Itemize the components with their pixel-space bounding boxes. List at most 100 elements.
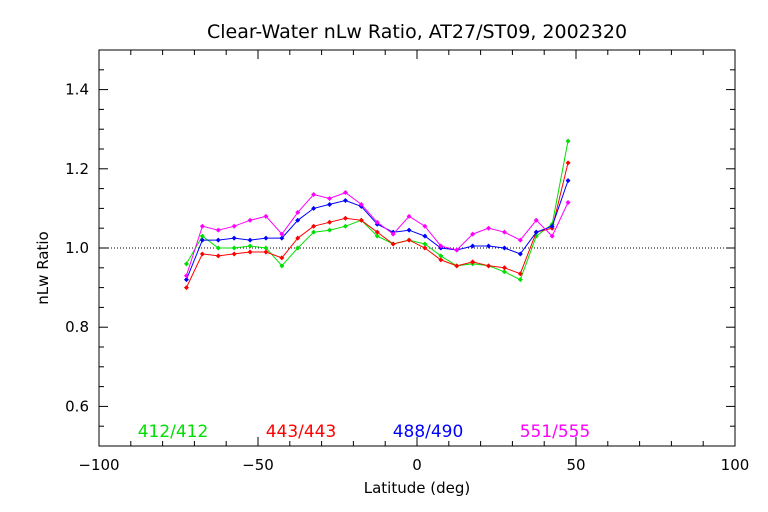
data-point <box>390 231 396 237</box>
data-point <box>215 253 221 259</box>
data-point <box>311 205 317 211</box>
data-point <box>295 217 301 223</box>
data-point <box>199 237 205 243</box>
data-point <box>406 237 412 243</box>
data-point <box>470 243 476 249</box>
data-point <box>422 223 428 229</box>
data-point <box>486 243 492 249</box>
data-point <box>374 219 380 225</box>
data-point <box>501 229 507 235</box>
data-point <box>501 265 507 271</box>
data-point <box>263 249 269 255</box>
data-point <box>279 263 285 269</box>
legend-entry: 488/490 <box>393 422 464 442</box>
data-point <box>199 233 205 239</box>
data-point <box>247 237 253 243</box>
x-tick-label: −100 <box>78 456 119 474</box>
data-point <box>231 245 237 251</box>
data-point <box>374 233 380 239</box>
data-point <box>247 243 253 249</box>
data-point <box>549 233 555 239</box>
y-tick-label: 0.8 <box>65 318 89 336</box>
data-point <box>565 178 571 184</box>
data-point <box>438 257 444 263</box>
data-point <box>215 237 221 243</box>
data-point <box>517 271 523 277</box>
data-point <box>342 197 348 203</box>
data-point <box>295 235 301 241</box>
data-point <box>183 273 189 279</box>
data-point <box>263 235 269 241</box>
y-axis-label: nLw Ratio <box>34 231 52 304</box>
data-point <box>342 190 348 196</box>
data-point <box>311 192 317 198</box>
data-point <box>247 249 253 255</box>
data-point <box>406 227 412 233</box>
data-point <box>295 245 301 251</box>
data-point <box>247 217 253 223</box>
y-tick-label: 1.2 <box>65 160 89 178</box>
x-tick-label: 0 <box>412 456 422 474</box>
data-point <box>454 247 460 253</box>
data-point <box>279 231 285 237</box>
y-tick-label: 1.0 <box>65 239 89 257</box>
data-point <box>406 213 412 219</box>
data-point <box>183 277 189 283</box>
legend: 412/412 443/443 488/490 551/555 <box>138 422 591 442</box>
data-point <box>183 261 189 267</box>
data-point <box>470 259 476 265</box>
y-tick-label: 1.4 <box>65 81 89 99</box>
data-point <box>565 199 571 205</box>
data-point <box>517 277 523 283</box>
data-point <box>358 217 364 223</box>
data-point <box>533 229 539 235</box>
data-point <box>199 251 205 257</box>
data-point <box>342 223 348 229</box>
series-551/555 <box>183 190 571 279</box>
data-point <box>517 251 523 257</box>
data-point <box>486 263 492 269</box>
data-point <box>327 196 333 201</box>
data-point <box>533 217 539 223</box>
data-point <box>422 241 428 247</box>
series-layer <box>183 138 571 291</box>
data-point <box>454 263 460 269</box>
data-point <box>263 245 269 251</box>
data-point <box>342 215 348 221</box>
data-point <box>438 243 444 249</box>
series-412/412 <box>183 138 571 283</box>
axis-ticks: −100 −50 0 50 100 0.6 0.8 1.0 1.2 1.4 <box>65 49 750 474</box>
data-point <box>565 160 571 166</box>
data-point <box>327 201 333 207</box>
x-tick-label: 100 <box>721 456 750 474</box>
data-point <box>501 269 507 275</box>
data-point <box>470 231 476 237</box>
data-point <box>199 223 205 229</box>
x-axis-label: Latitude (deg) <box>364 479 470 497</box>
data-point <box>486 225 492 231</box>
data-point <box>327 219 333 225</box>
data-point <box>358 201 364 207</box>
chart-title: Clear-Water nLw Ratio, AT27/ST09, 200232… <box>207 21 627 43</box>
data-point <box>231 223 237 229</box>
data-point <box>215 227 221 233</box>
x-tick-label: 50 <box>566 456 585 474</box>
data-point <box>215 245 221 251</box>
data-point <box>295 209 301 215</box>
data-point <box>279 255 285 261</box>
data-point <box>390 241 396 247</box>
data-point <box>231 251 237 257</box>
series-line <box>185 141 569 281</box>
data-point <box>279 235 285 241</box>
x-tick-label: −50 <box>242 456 274 474</box>
series-443/443 <box>183 160 571 291</box>
data-point <box>438 253 444 259</box>
data-point <box>311 229 317 235</box>
legend-entry: 412/412 <box>138 422 209 442</box>
data-point <box>422 233 428 239</box>
data-point <box>374 229 380 235</box>
data-point <box>501 245 507 251</box>
data-point <box>183 285 189 291</box>
data-point <box>263 213 269 219</box>
data-point <box>565 138 571 144</box>
